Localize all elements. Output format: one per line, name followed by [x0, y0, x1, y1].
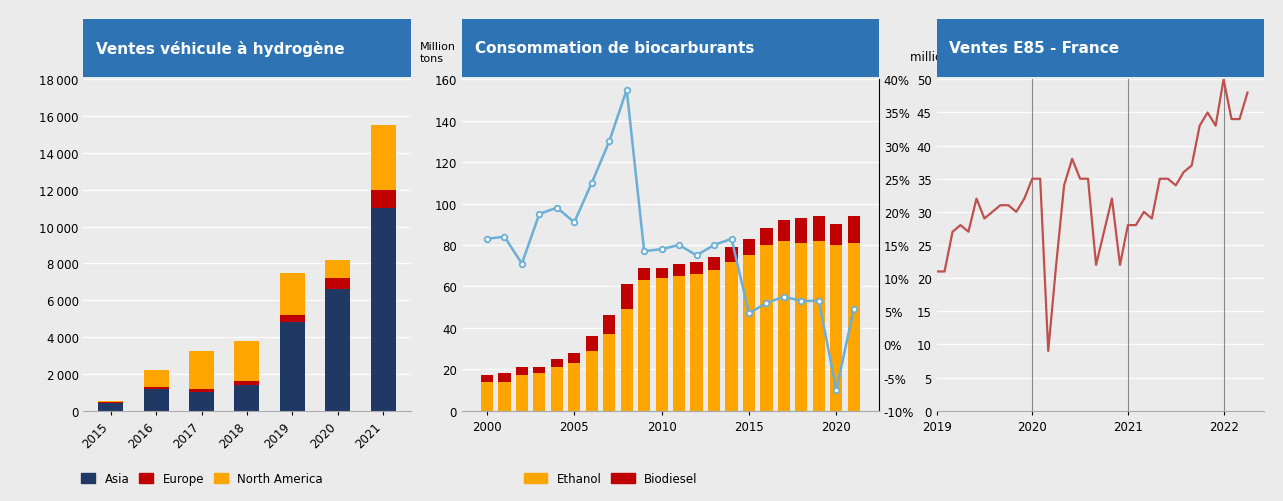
Bar	[812, 216, 825, 241]
Bar	[516, 376, 529, 411]
Bar	[99, 401, 123, 403]
Bar	[777, 241, 790, 411]
Bar	[280, 315, 305, 323]
Bar	[326, 279, 350, 290]
Bar	[585, 351, 598, 411]
Bar	[189, 351, 214, 390]
Bar	[144, 387, 168, 389]
Bar	[235, 341, 259, 381]
Bar	[280, 273, 305, 315]
Text: millier m3: millier m3	[911, 51, 970, 64]
Text: Million
tons: Million tons	[421, 42, 457, 64]
Bar	[690, 275, 703, 411]
Bar	[235, 381, 259, 385]
Bar	[761, 245, 772, 411]
Bar	[498, 382, 511, 411]
Bar	[621, 285, 633, 310]
Bar	[371, 190, 395, 209]
Bar	[795, 218, 807, 243]
Bar	[690, 262, 703, 275]
Bar	[725, 262, 738, 411]
Legend: Ethanol, Biodiesel: Ethanol, Biodiesel	[520, 468, 703, 490]
Bar	[603, 316, 616, 334]
Bar	[371, 209, 395, 411]
Bar	[189, 390, 214, 392]
Bar	[812, 241, 825, 411]
Bar	[743, 239, 756, 256]
Bar	[280, 323, 305, 411]
Bar	[674, 277, 685, 411]
Bar	[656, 268, 667, 279]
Bar	[708, 258, 720, 270]
Bar	[638, 268, 650, 281]
Bar	[534, 367, 545, 374]
Legend: Asia, Europe, North America: Asia, Europe, North America	[77, 468, 327, 490]
Text: Ventes E85 - France: Ventes E85 - France	[949, 42, 1120, 56]
Bar	[621, 310, 633, 411]
Bar	[498, 374, 511, 382]
Bar	[550, 359, 563, 367]
Bar	[761, 229, 772, 245]
Bar	[708, 270, 720, 411]
Bar	[144, 370, 168, 387]
Bar	[674, 264, 685, 277]
Bar	[326, 290, 350, 411]
Bar	[481, 376, 493, 382]
Bar	[603, 334, 616, 411]
Bar	[830, 245, 843, 411]
Bar	[568, 353, 580, 363]
Bar	[568, 363, 580, 411]
Bar	[99, 403, 123, 411]
Bar	[550, 367, 563, 411]
Bar	[725, 247, 738, 262]
Bar	[585, 337, 598, 351]
Bar	[743, 256, 756, 411]
Bar	[189, 392, 214, 411]
Bar	[848, 216, 860, 243]
Bar	[848, 243, 860, 411]
Bar	[795, 243, 807, 411]
Bar	[326, 260, 350, 279]
Bar	[830, 225, 843, 245]
Text: Consommation de biocarburants: Consommation de biocarburants	[475, 42, 754, 56]
Bar	[371, 126, 395, 190]
Bar	[235, 385, 259, 411]
Text: Ventes véhicule à hydrogène: Ventes véhicule à hydrogène	[96, 41, 345, 57]
Bar	[481, 382, 493, 411]
Bar	[516, 367, 529, 376]
Bar	[656, 279, 667, 411]
Bar	[144, 389, 168, 411]
Bar	[638, 281, 650, 411]
Bar	[777, 220, 790, 241]
Bar	[534, 374, 545, 411]
